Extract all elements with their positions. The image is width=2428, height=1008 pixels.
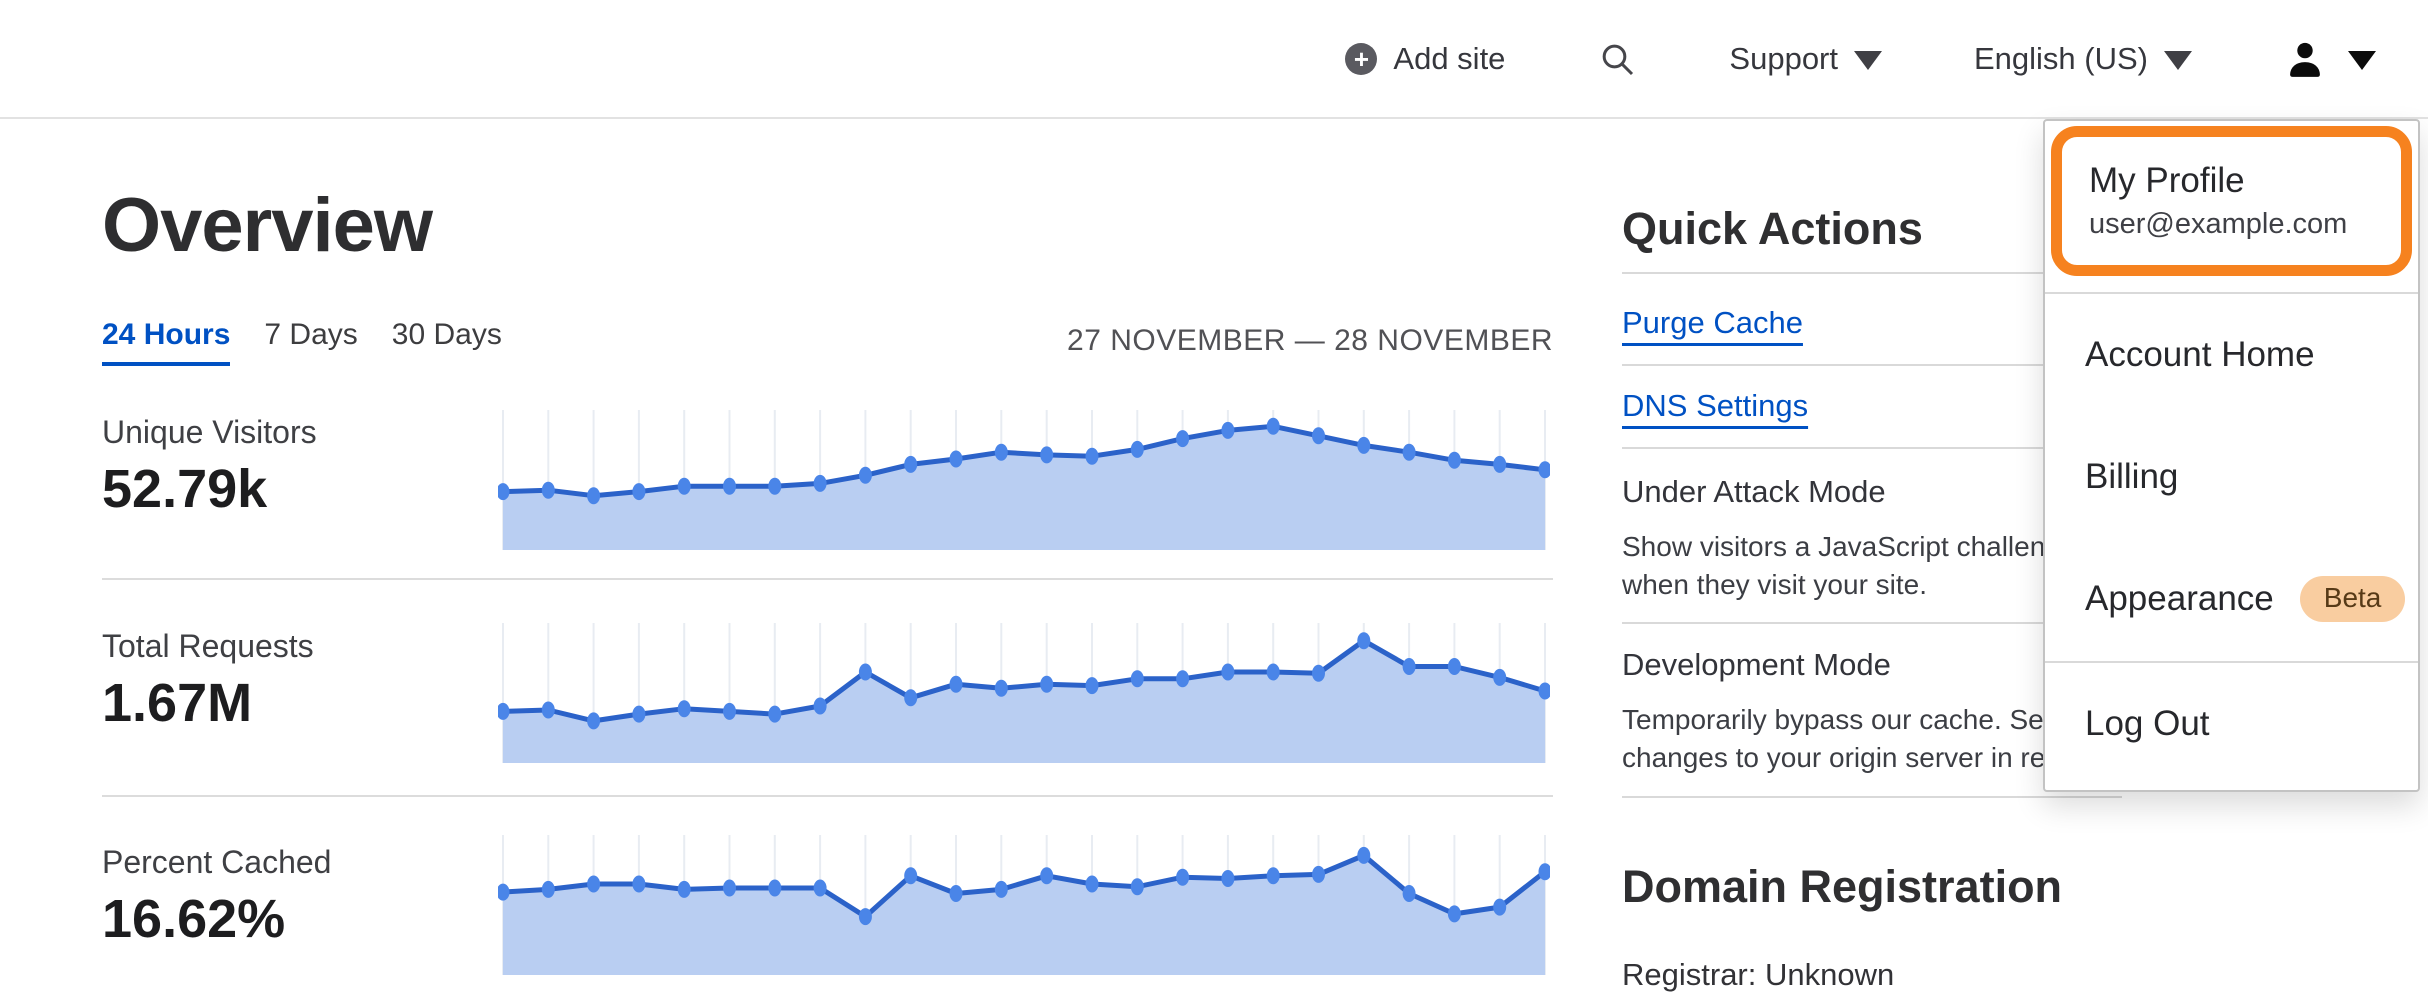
my-profile-menu-item[interactable]: My Profile user@example.com	[2051, 126, 2412, 276]
metric-label-unique-visitors: Unique Visitors	[102, 414, 317, 450]
plus-circle-icon: +	[1345, 42, 1378, 75]
domain-registration-title: Domain Registration	[1622, 861, 2063, 912]
divider	[1622, 272, 2122, 274]
tab-30-days[interactable]: 30 Days	[391, 318, 502, 351]
divider	[2045, 661, 2418, 663]
chevron-down-icon	[1854, 51, 1882, 70]
account-home-label: Account Home	[2085, 335, 2315, 374]
top-nav: + Add site Support English (US)	[0, 0, 2428, 119]
search-icon	[1603, 44, 1634, 75]
language-label: English (US)	[1974, 40, 2148, 76]
support-label: Support	[1729, 40, 1838, 76]
divider	[1622, 796, 2122, 798]
metric-value-total-requests: 1.67M	[102, 673, 253, 733]
metric-value-percent-cached: 16.62%	[102, 889, 286, 949]
divider	[2045, 292, 2418, 294]
page-title: Overview	[102, 183, 433, 268]
search-button[interactable]	[1597, 39, 1637, 79]
total-requests-chart	[496, 617, 1552, 763]
under-attack-mode-label: Under Attack Mode	[1622, 474, 1886, 509]
purge-cache-link[interactable]: Purge Cache	[1622, 305, 1803, 340]
menu-item-billing[interactable]: Billing	[2045, 416, 2418, 538]
under-attack-mode-description: Show visitors a JavaScript challen	[1622, 531, 2046, 562]
chevron-down-icon	[2164, 51, 2192, 70]
percent-cached-chart	[496, 829, 1552, 975]
unique-visitors-chart	[496, 404, 1552, 550]
divider	[102, 578, 1553, 580]
development-mode-label: Development Mode	[1622, 647, 1891, 682]
metric-value-unique-visitors: 52.79k	[102, 459, 268, 519]
menu-item-appearance[interactable]: Appearance Beta	[2045, 538, 2418, 660]
metric-label-percent-cached: Percent Cached	[102, 844, 332, 880]
divider	[102, 795, 1553, 797]
user-menu-trigger[interactable]	[2284, 36, 2376, 82]
person-icon	[2290, 42, 2320, 77]
chevron-down-icon	[2348, 51, 2376, 70]
date-range-label: 27 NOVEMBER — 28 NOVEMBER	[1067, 324, 1553, 357]
menu-item-log-out[interactable]: Log Out	[2045, 663, 2418, 785]
tab-7-days[interactable]: 7 Days	[264, 318, 358, 351]
billing-label: Billing	[2085, 457, 2179, 496]
divider	[1622, 447, 2122, 449]
log-out-label: Log Out	[2085, 704, 2210, 743]
beta-badge: Beta	[2299, 576, 2406, 622]
development-mode-description: changes to your origin server in re	[1622, 742, 2046, 773]
time-range-tabs: 24 Hours 7 Days 30 Days	[102, 318, 502, 366]
divider	[1622, 622, 2122, 624]
add-site-button[interactable]: + Add site	[1345, 41, 1505, 77]
menu-item-account-home[interactable]: Account Home	[2045, 294, 2418, 416]
under-attack-mode-description: when they visit your site.	[1622, 569, 1928, 600]
support-menu[interactable]: Support	[1729, 41, 1882, 77]
metric-label-total-requests: Total Requests	[102, 628, 314, 664]
user-email: user@example.com	[2089, 208, 2348, 240]
quick-actions-title: Quick Actions	[1622, 203, 1923, 254]
dns-settings-link[interactable]: DNS Settings	[1622, 388, 1809, 423]
my-profile-label: My Profile	[2089, 161, 2245, 200]
tab-24-hours[interactable]: 24 Hours	[102, 318, 231, 366]
registrar-value: Registrar: Unknown	[1622, 957, 1895, 992]
appearance-label: Appearance	[2085, 579, 2274, 618]
user-account-dropdown: My Profile user@example.com Account Home…	[2043, 119, 2420, 792]
add-site-label: Add site	[1393, 40, 1506, 76]
language-menu[interactable]: English (US)	[1974, 41, 2192, 77]
development-mode-description: Temporarily bypass our cache. Se	[1622, 704, 2044, 735]
divider	[1622, 364, 2122, 366]
